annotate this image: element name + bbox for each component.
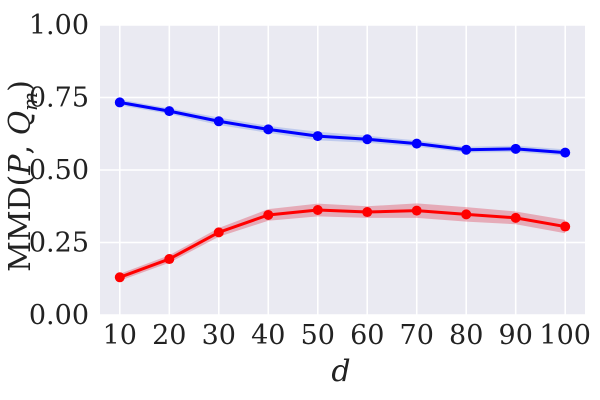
data-point bbox=[114, 97, 125, 108]
series-line-1 bbox=[119, 100, 566, 155]
data-point bbox=[461, 144, 472, 155]
x-tick-label: 90 bbox=[499, 320, 533, 351]
y-axis-label-sub: m bbox=[18, 92, 42, 111]
data-point bbox=[411, 138, 422, 149]
data-point bbox=[411, 205, 422, 216]
y-axis-label-q: Q bbox=[3, 111, 38, 136]
y-axis-label-p: P bbox=[3, 154, 38, 176]
x-tick-label: 50 bbox=[301, 320, 335, 351]
y-tick-label: 0.75 bbox=[29, 83, 89, 114]
x-tick-label: 40 bbox=[251, 320, 285, 351]
data-point bbox=[164, 106, 175, 117]
series-lines bbox=[119, 100, 566, 279]
y-tick-labels: 0.00 0.25 0.50 0.75 1.00 bbox=[29, 10, 89, 331]
x-tick-label: 20 bbox=[152, 320, 186, 351]
series-line-2 bbox=[119, 208, 566, 279]
grid-lines bbox=[100, 24, 585, 316]
series-points bbox=[114, 97, 571, 283]
y-axis-label-sep: , bbox=[3, 135, 38, 154]
x-tick-label: 70 bbox=[400, 320, 434, 351]
data-point bbox=[312, 131, 323, 142]
data-point bbox=[312, 205, 323, 216]
data-point bbox=[263, 124, 274, 135]
y-tick-label: 0.50 bbox=[29, 155, 89, 186]
y-tick-label: 0.25 bbox=[29, 228, 89, 259]
data-point bbox=[461, 209, 472, 220]
y-axis-label: MMD(P, Qm) bbox=[3, 80, 42, 272]
data-point bbox=[362, 207, 373, 218]
data-point bbox=[263, 209, 274, 220]
x-tick-label: 80 bbox=[449, 320, 483, 351]
y-tick-label: 0.00 bbox=[29, 300, 89, 331]
y-axis-label-suffix: ) bbox=[3, 80, 38, 92]
data-point bbox=[362, 134, 373, 145]
x-tick-label: 30 bbox=[202, 320, 236, 351]
data-point bbox=[213, 116, 224, 127]
data-point bbox=[164, 254, 175, 265]
x-tick-label: 10 bbox=[103, 320, 137, 351]
data-point bbox=[510, 143, 521, 154]
x-axis-label: d bbox=[331, 354, 350, 389]
data-point bbox=[510, 212, 521, 223]
x-tick-label: 60 bbox=[350, 320, 384, 351]
x-tick-label: 100 bbox=[539, 320, 591, 351]
data-point bbox=[560, 221, 571, 232]
x-tick-labels: 10 20 30 40 50 60 70 80 90 100 bbox=[103, 320, 591, 351]
y-tick-label: 1.00 bbox=[29, 10, 89, 41]
y-axis-label-prefix: MMD( bbox=[3, 175, 38, 272]
data-point bbox=[560, 147, 571, 158]
data-point bbox=[213, 227, 224, 238]
data-point bbox=[114, 272, 125, 283]
